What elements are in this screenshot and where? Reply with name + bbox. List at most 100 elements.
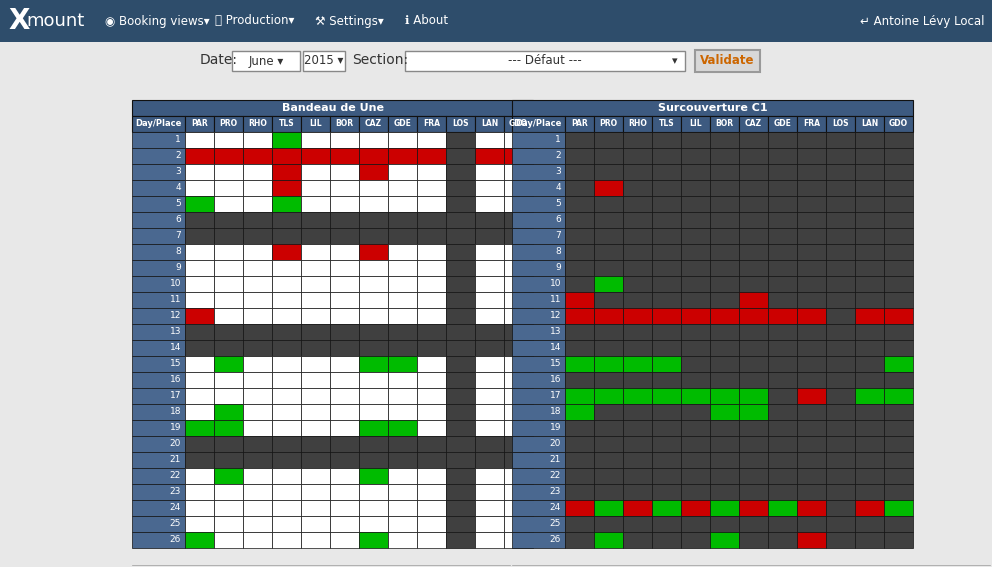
Bar bbox=[855, 516, 884, 532]
Bar bbox=[272, 356, 301, 372]
Bar bbox=[185, 164, 214, 180]
Bar bbox=[446, 436, 475, 452]
Bar bbox=[652, 276, 681, 292]
Text: mount: mount bbox=[26, 12, 84, 30]
Bar bbox=[826, 420, 855, 436]
Bar bbox=[475, 468, 504, 484]
Bar bbox=[301, 372, 330, 388]
Bar bbox=[710, 244, 739, 260]
Bar bbox=[301, 260, 330, 276]
Bar bbox=[797, 180, 826, 196]
Bar bbox=[132, 356, 185, 372]
Bar bbox=[132, 452, 185, 468]
Bar bbox=[739, 196, 768, 212]
Bar bbox=[132, 180, 185, 196]
Text: 21: 21 bbox=[170, 455, 181, 464]
Text: ⚒ Settings▾: ⚒ Settings▾ bbox=[315, 15, 384, 28]
Bar bbox=[272, 212, 301, 228]
Bar bbox=[623, 164, 652, 180]
Bar bbox=[797, 468, 826, 484]
Bar bbox=[623, 532, 652, 548]
Bar bbox=[594, 308, 623, 324]
Bar bbox=[623, 244, 652, 260]
Text: 15: 15 bbox=[550, 359, 561, 369]
Bar bbox=[132, 116, 185, 132]
Bar bbox=[359, 244, 388, 260]
Bar bbox=[417, 436, 446, 452]
Text: 12: 12 bbox=[170, 311, 181, 320]
Bar bbox=[739, 388, 768, 404]
Bar bbox=[185, 356, 214, 372]
Text: 2: 2 bbox=[556, 151, 561, 160]
Bar bbox=[301, 228, 330, 244]
Bar bbox=[768, 404, 797, 420]
Text: June ▾: June ▾ bbox=[248, 54, 284, 67]
Bar bbox=[301, 420, 330, 436]
Bar bbox=[512, 340, 565, 356]
Text: 3: 3 bbox=[176, 167, 181, 176]
Bar bbox=[504, 244, 533, 260]
Bar bbox=[446, 420, 475, 436]
Bar bbox=[303, 51, 345, 71]
Bar bbox=[388, 244, 417, 260]
Bar bbox=[768, 244, 797, 260]
Bar bbox=[594, 228, 623, 244]
Text: 20: 20 bbox=[550, 439, 561, 448]
Bar bbox=[594, 148, 623, 164]
Bar bbox=[652, 500, 681, 516]
Bar bbox=[301, 132, 330, 148]
Text: GDO: GDO bbox=[509, 120, 528, 129]
Bar bbox=[214, 468, 243, 484]
Bar bbox=[388, 180, 417, 196]
Bar bbox=[512, 500, 565, 516]
Bar bbox=[710, 468, 739, 484]
Text: 11: 11 bbox=[170, 295, 181, 304]
Bar bbox=[417, 276, 446, 292]
Bar bbox=[301, 324, 330, 340]
Bar bbox=[623, 212, 652, 228]
Bar bbox=[132, 260, 185, 276]
Bar bbox=[359, 148, 388, 164]
Text: 13: 13 bbox=[170, 328, 181, 336]
Bar bbox=[710, 132, 739, 148]
Bar bbox=[330, 228, 359, 244]
Bar bbox=[623, 196, 652, 212]
Bar bbox=[446, 212, 475, 228]
Bar bbox=[388, 404, 417, 420]
Bar bbox=[301, 292, 330, 308]
Bar bbox=[739, 340, 768, 356]
Bar bbox=[475, 532, 504, 548]
Bar bbox=[512, 372, 565, 388]
Bar bbox=[565, 308, 594, 324]
Bar bbox=[185, 468, 214, 484]
Bar bbox=[214, 164, 243, 180]
Bar bbox=[594, 132, 623, 148]
Bar bbox=[652, 196, 681, 212]
Bar bbox=[739, 228, 768, 244]
Bar bbox=[359, 116, 388, 132]
Text: 4: 4 bbox=[556, 184, 561, 193]
Bar bbox=[475, 276, 504, 292]
Bar bbox=[446, 388, 475, 404]
Bar bbox=[185, 452, 214, 468]
Bar bbox=[884, 308, 913, 324]
Text: 15: 15 bbox=[170, 359, 181, 369]
Bar bbox=[797, 452, 826, 468]
Bar bbox=[739, 372, 768, 388]
Bar bbox=[710, 436, 739, 452]
Bar bbox=[768, 308, 797, 324]
Bar bbox=[417, 132, 446, 148]
Bar bbox=[512, 292, 565, 308]
Bar bbox=[739, 484, 768, 500]
Bar bbox=[826, 196, 855, 212]
Bar bbox=[739, 116, 768, 132]
Bar bbox=[768, 500, 797, 516]
Bar bbox=[475, 212, 504, 228]
Text: LIL: LIL bbox=[310, 120, 321, 129]
Bar bbox=[710, 212, 739, 228]
Bar bbox=[594, 340, 623, 356]
Bar bbox=[475, 164, 504, 180]
Bar bbox=[739, 532, 768, 548]
Bar bbox=[388, 372, 417, 388]
Bar bbox=[359, 516, 388, 532]
